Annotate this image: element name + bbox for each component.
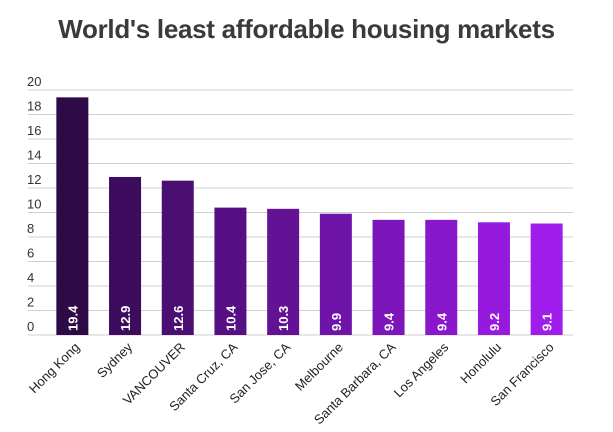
bar [372, 219, 405, 335]
x-tick-label: Melbourne [292, 340, 346, 394]
y-tick-label: 18 [27, 99, 41, 114]
bar [56, 97, 89, 335]
data-label: 9.4 [434, 312, 449, 331]
data-label: 19.4 [65, 305, 80, 331]
data-label: 9.4 [382, 312, 397, 331]
bar [530, 223, 563, 335]
y-tick-label: 20 [27, 74, 41, 89]
bar [425, 219, 458, 335]
data-label: 10.3 [276, 306, 291, 331]
data-label: 9.1 [540, 313, 555, 331]
bar [161, 180, 194, 335]
data-label: 10.4 [223, 305, 238, 331]
bar [477, 222, 510, 335]
x-tick-label: Sydney [94, 339, 136, 381]
y-tick-label: 14 [27, 148, 41, 163]
y-tick-label: 2 [27, 295, 34, 310]
bar [214, 207, 247, 335]
y-tick-label: 10 [27, 197, 41, 212]
x-tick-label: Honolulu [457, 340, 504, 387]
chart-title: World's least affordable housing markets [58, 14, 555, 44]
data-label: 9.9 [329, 313, 344, 331]
data-label: 12.9 [118, 306, 133, 331]
data-label: 9.2 [487, 313, 502, 331]
data-label: 12.6 [171, 306, 186, 331]
x-tick-label: Hong Kong [26, 340, 83, 397]
x-tick-label: Los Angeles [391, 339, 452, 400]
y-tick-label: 12 [27, 172, 41, 187]
y-tick-label: 8 [27, 221, 34, 236]
y-tick-label: 0 [27, 319, 34, 334]
bar [267, 208, 300, 335]
y-tick-label: 6 [27, 246, 34, 261]
y-tick-label: 4 [27, 270, 34, 285]
bar [319, 213, 352, 335]
bar [109, 176, 142, 335]
y-tick-label: 16 [27, 123, 41, 138]
